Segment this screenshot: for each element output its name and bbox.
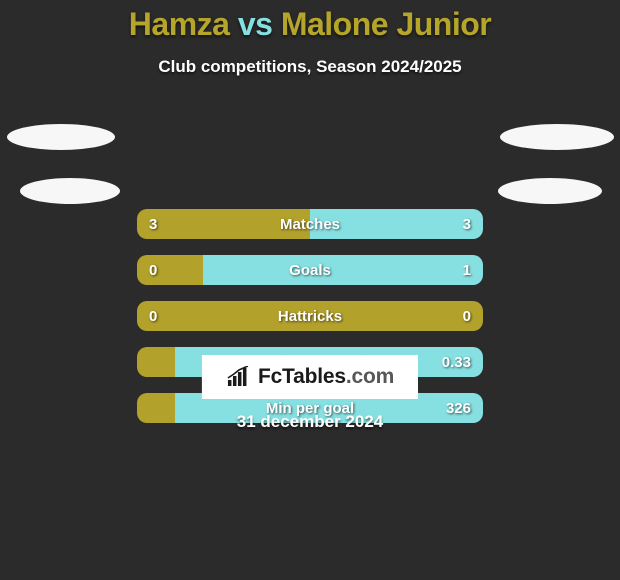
player2-name: Malone Junior — [281, 6, 491, 42]
stat-bar: 33Matches — [137, 209, 483, 239]
logo-text: FcTables.com — [258, 365, 394, 389]
logo-domain: .com — [346, 365, 394, 388]
vs-text: vs — [238, 6, 273, 42]
stat-label: Matches — [137, 209, 483, 239]
chart-icon — [226, 366, 252, 388]
stat-bar: 01Goals — [137, 255, 483, 285]
logo-brand: FcTables — [258, 365, 346, 388]
subtitle: Club competitions, Season 2024/2025 — [0, 43, 620, 87]
player-photo-placeholder — [7, 124, 115, 150]
date-text: 31 december 2024 — [0, 412, 620, 432]
player-photo-placeholder — [500, 124, 614, 150]
stat-label: Hattricks — [137, 301, 483, 331]
stat-bars: 33Matches01Goals00Hattricks0.33Goals per… — [137, 209, 483, 439]
player-photo-placeholder — [498, 178, 602, 204]
player-photo-placeholder — [20, 178, 120, 204]
comparison-infographic: Hamza vs Malone Junior Club competitions… — [0, 0, 620, 580]
source-logo: FcTables.com — [202, 355, 418, 399]
player1-name: Hamza — [129, 6, 230, 42]
page-title: Hamza vs Malone Junior — [0, 0, 620, 43]
stat-label: Goals — [137, 255, 483, 285]
stat-bar: 00Hattricks — [137, 301, 483, 331]
